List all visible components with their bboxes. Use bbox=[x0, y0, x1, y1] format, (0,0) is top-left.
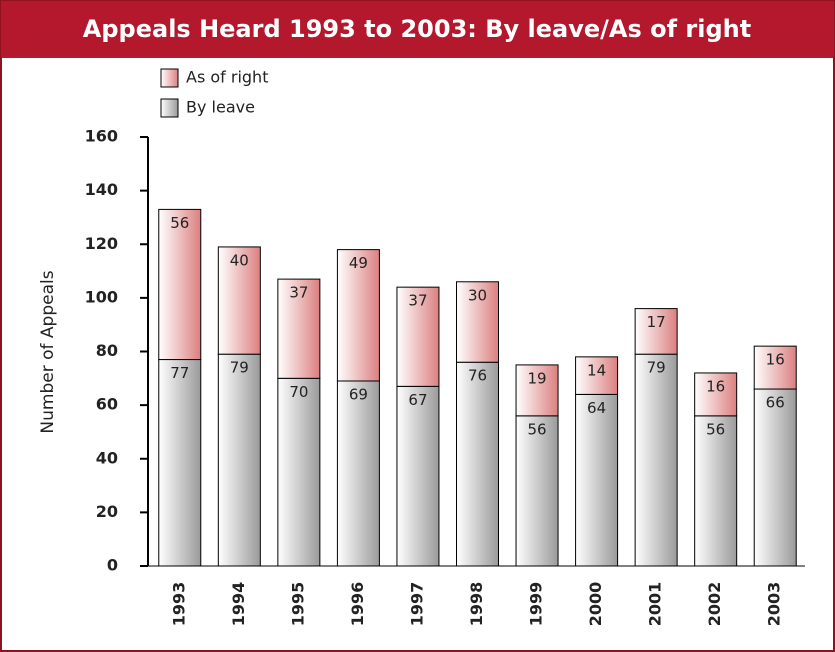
data-label: 76 bbox=[468, 367, 487, 385]
x-tick-label: 1999 bbox=[527, 582, 546, 627]
bar-segment bbox=[456, 361, 499, 567]
data-label: 16 bbox=[766, 351, 785, 369]
bar-segment bbox=[217, 353, 261, 567]
data-label: 30 bbox=[468, 286, 487, 304]
data-label: 19 bbox=[527, 369, 546, 387]
bar-segment bbox=[336, 380, 380, 567]
data-label: 16 bbox=[706, 377, 725, 395]
x-tick-label: 1997 bbox=[407, 582, 426, 627]
y-tick-label: 40 bbox=[96, 448, 118, 467]
bar-segment bbox=[456, 281, 499, 363]
chart-title: Appeals Heard 1993 to 2003: By leave/As … bbox=[83, 15, 751, 43]
legend-label: By leave bbox=[186, 98, 255, 117]
y-tick-label: 120 bbox=[85, 234, 118, 253]
data-label: 14 bbox=[587, 361, 606, 379]
data-label: 56 bbox=[170, 214, 189, 232]
y-tick-label: 100 bbox=[85, 287, 118, 306]
bar-segment bbox=[217, 246, 261, 355]
title-bar bbox=[1, 1, 834, 58]
x-tick-label: 2000 bbox=[586, 582, 605, 627]
data-label: 70 bbox=[289, 383, 308, 401]
bar-segment bbox=[575, 393, 619, 567]
x-tick-label: 1993 bbox=[169, 582, 188, 627]
bar-segment bbox=[515, 415, 559, 567]
data-label: 67 bbox=[408, 391, 427, 409]
bar-segment bbox=[277, 377, 321, 567]
bar-segment bbox=[336, 249, 380, 382]
bar-segment bbox=[694, 415, 738, 567]
y-tick-label: 140 bbox=[85, 180, 118, 199]
data-label: 37 bbox=[289, 284, 308, 302]
bar-segment bbox=[277, 278, 321, 379]
data-label: 49 bbox=[349, 254, 368, 272]
data-label: 69 bbox=[349, 385, 368, 403]
bar-segment bbox=[158, 359, 202, 567]
data-label: 79 bbox=[230, 359, 249, 377]
x-tick-label: 2003 bbox=[765, 582, 784, 627]
x-tick-label: 1995 bbox=[288, 582, 307, 627]
legend-swatch bbox=[160, 98, 179, 118]
x-tick-label: 2001 bbox=[646, 582, 665, 627]
y-axis-label: Number of Appeals bbox=[38, 270, 58, 433]
y-tick-label: 80 bbox=[96, 341, 118, 360]
y-tick-label: 0 bbox=[107, 556, 118, 575]
bar-segment bbox=[396, 286, 440, 387]
y-tick-label: 160 bbox=[85, 127, 118, 146]
bar-segment bbox=[634, 308, 678, 355]
data-label: 40 bbox=[230, 251, 249, 269]
bar-segment bbox=[396, 385, 440, 567]
bar-segment bbox=[158, 208, 202, 361]
bar-segment bbox=[634, 353, 678, 567]
data-label: 77 bbox=[170, 364, 189, 382]
y-tick-label: 60 bbox=[96, 395, 118, 414]
bar-segment bbox=[575, 356, 619, 395]
x-tick-label: 2002 bbox=[705, 582, 724, 627]
data-label: 64 bbox=[587, 399, 606, 417]
legend-label: As of right bbox=[186, 68, 268, 87]
legend-swatch bbox=[160, 68, 179, 88]
x-tick-label: 1998 bbox=[467, 582, 486, 627]
x-tick-label: 1994 bbox=[229, 582, 248, 627]
data-label: 79 bbox=[647, 359, 666, 377]
data-label: 66 bbox=[766, 394, 785, 412]
bar-segment bbox=[694, 372, 738, 417]
y-tick-label: 20 bbox=[96, 502, 118, 521]
data-label: 17 bbox=[647, 313, 666, 331]
data-label: 56 bbox=[706, 420, 725, 438]
bar-segment bbox=[753, 345, 797, 390]
x-tick-label: 1996 bbox=[348, 582, 367, 627]
data-label: 56 bbox=[527, 420, 546, 438]
bar-segment bbox=[753, 388, 797, 567]
data-label: 37 bbox=[408, 292, 427, 310]
bar-segment bbox=[515, 364, 559, 417]
